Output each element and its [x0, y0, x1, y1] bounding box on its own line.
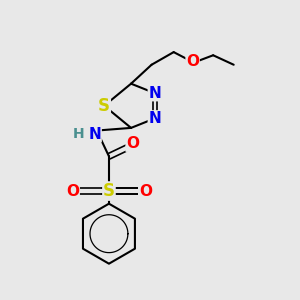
Text: N: N: [148, 111, 161, 126]
Text: S: S: [103, 182, 115, 200]
Text: O: O: [66, 184, 79, 199]
Text: O: O: [186, 54, 199, 69]
Text: S: S: [98, 97, 110, 115]
Text: O: O: [139, 184, 152, 199]
Text: N: N: [88, 127, 101, 142]
Text: O: O: [126, 136, 139, 151]
Text: H: H: [73, 127, 85, 141]
Text: N: N: [148, 86, 161, 101]
